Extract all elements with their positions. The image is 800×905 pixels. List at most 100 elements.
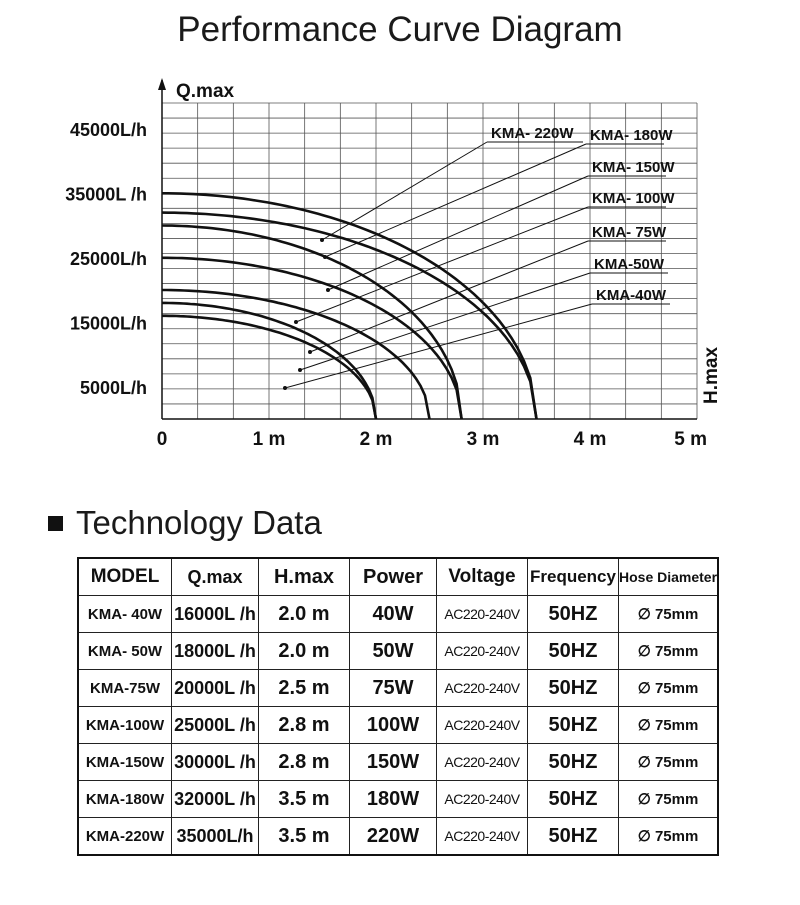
- curve-kma-100w: [162, 256, 463, 420]
- cell-voltage: AC220-240V: [436, 780, 528, 818]
- series-label: KMA-50W: [594, 256, 665, 273]
- cell-power: 150W: [349, 743, 437, 781]
- cell-power: 220W: [349, 817, 437, 856]
- curve-kma-75w: [162, 288, 431, 420]
- series-leader-dot: [294, 320, 298, 324]
- spec-table-wrapper: MODEL Q.max H.max Power Voltage Frequenc…: [77, 557, 720, 856]
- chart-labels: Q.max H.max 5000L/h 15000L/h 25000L/h 35000L …: [65, 81, 722, 450]
- cell-frequency: 50HZ: [527, 669, 619, 707]
- spec-table-body: KMA- 40W 16000L /h 2.0 m 40W AC220-240V 50HZ ∅…: [77, 595, 719, 856]
- cell-hmax: 2.8 m: [258, 743, 350, 781]
- y-axis-arrow-icon: [158, 78, 166, 90]
- x-tick-label: 3 m: [467, 429, 500, 450]
- series-leader-dot: [323, 255, 327, 259]
- cell-frequency: 50HZ: [527, 595, 619, 633]
- table-row: KMA-100W 25000L /h 2.8 m 100W AC220-240V 50HZ…: [77, 706, 719, 744]
- x-axis-title: H.max: [701, 347, 722, 404]
- chart-curves: [161, 192, 538, 420]
- cell-qmax: 25000L /h: [171, 706, 259, 744]
- cell-voltage: AC220-240V: [436, 632, 528, 670]
- col-header-model: MODEL: [77, 557, 172, 596]
- table-row: KMA-220W 35000L/h 3.5 m 220W AC220-240V 50HZ ∅…: [77, 817, 719, 856]
- tech-section-title: Technology Data: [76, 504, 322, 541]
- performance-curve-chart: Q.max H.max 5000L/h 15000L/h 25000L/h 35000L …: [65, 78, 722, 450]
- cell-hmax: 3.5 m: [258, 817, 350, 856]
- cell-hmax: 2.0 m: [258, 595, 350, 633]
- series-label: KMA- 150W: [592, 159, 675, 176]
- cell-hose-diameter: ∅ 75mm: [618, 706, 719, 744]
- y-tick-label: 25000L/h: [70, 249, 147, 269]
- cell-voltage: AC220-240V: [436, 669, 528, 707]
- curve-kma-150w: [161, 224, 463, 420]
- series-label: KMA- 180W: [590, 127, 673, 144]
- cell-model: KMA-220W: [77, 817, 172, 856]
- cell-qmax: 35000L/h: [171, 817, 259, 856]
- cell-model: KMA-100W: [77, 706, 172, 744]
- cell-frequency: 50HZ: [527, 743, 619, 781]
- cell-hmax: 3.5 m: [258, 780, 350, 818]
- cell-voltage: AC220-240V: [436, 595, 528, 633]
- series-leader-dot: [326, 288, 330, 292]
- cell-power: 75W: [349, 669, 437, 707]
- series-leader-line: [324, 143, 587, 258]
- cell-hose-diameter: ∅ 75mm: [618, 780, 719, 818]
- cell-power: 40W: [349, 595, 437, 633]
- cell-hose-diameter: ∅ 75mm: [618, 632, 719, 670]
- cell-voltage: AC220-240V: [436, 706, 528, 744]
- cell-frequency: 50HZ: [527, 632, 619, 670]
- x-tick-label: 2 m: [360, 429, 393, 450]
- series-leader-line: [284, 303, 593, 389]
- cell-frequency: 50HZ: [527, 780, 619, 818]
- cell-model: KMA- 50W: [77, 632, 172, 670]
- cell-qmax: 18000L /h: [171, 632, 259, 670]
- table-row: KMA-75W 20000L /h 2.5 m 75W AC220-240V 50HZ ∅ …: [77, 669, 719, 707]
- x-tick-label: 0: [157, 429, 168, 450]
- col-header-power: Power: [349, 557, 437, 596]
- table-row: KMA- 40W 16000L /h 2.0 m 40W AC220-240V 50HZ ∅…: [77, 595, 719, 633]
- series-leader-line: [309, 240, 589, 353]
- cell-voltage: AC220-240V: [436, 743, 528, 781]
- cell-voltage: AC220-240V: [436, 817, 528, 856]
- page-title: Performance Curve Diagram: [177, 10, 623, 49]
- cell-qmax: 16000L /h: [171, 595, 259, 633]
- y-tick-label: 45000L/h: [70, 120, 147, 140]
- cell-hose-diameter: ∅ 75mm: [618, 817, 719, 856]
- y-axis-title: Q.max: [176, 81, 235, 102]
- series-leader-line: [295, 206, 589, 323]
- series-label: KMA- 220W: [491, 125, 574, 142]
- cell-power: 100W: [349, 706, 437, 744]
- curve-kma-180w: [161, 211, 538, 420]
- cell-qmax: 30000L /h: [171, 743, 259, 781]
- curve-kma-50w: [162, 301, 378, 420]
- table-header-row: MODEL Q.max H.max Power Voltage Frequenc…: [77, 557, 719, 596]
- cell-qmax: 20000L /h: [171, 669, 259, 707]
- col-header-qmax: Q.max: [171, 557, 259, 596]
- col-header-voltage: Voltage: [436, 557, 528, 596]
- tech-section-heading: Technology Data: [48, 503, 322, 543]
- spec-table: MODEL Q.max H.max Power Voltage Frequenc…: [77, 557, 720, 856]
- x-tick-label: 4 m: [574, 429, 607, 450]
- series-label: KMA- 100W: [592, 190, 675, 207]
- cell-frequency: 50HZ: [527, 706, 619, 744]
- cell-model: KMA- 40W: [77, 595, 172, 633]
- x-tick-label: 5 m: [674, 429, 707, 450]
- square-bullet-icon: [48, 515, 63, 531]
- cell-qmax: 32000L /h: [171, 780, 259, 818]
- series-leader-line: [321, 141, 488, 241]
- x-tick-label: 1 m: [253, 429, 286, 450]
- series-leader-dot: [320, 238, 324, 242]
- cell-model: KMA-75W: [77, 669, 172, 707]
- col-header-frequency: Frequency: [527, 557, 619, 596]
- cell-hmax: 2.5 m: [258, 669, 350, 707]
- cell-hose-diameter: ∅ 75mm: [618, 743, 719, 781]
- cell-hmax: 2.0 m: [258, 632, 350, 670]
- series-leader-line: [299, 272, 591, 371]
- series-leader-line: [327, 175, 589, 291]
- chart-grid: [161, 102, 698, 420]
- cell-model: KMA-150W: [77, 743, 172, 781]
- cell-hmax: 2.8 m: [258, 706, 350, 744]
- col-header-hmax: H.max: [258, 557, 350, 596]
- cell-model: KMA-180W: [77, 780, 172, 818]
- series-leader-dot: [283, 386, 287, 390]
- series-leader-dot: [298, 368, 302, 372]
